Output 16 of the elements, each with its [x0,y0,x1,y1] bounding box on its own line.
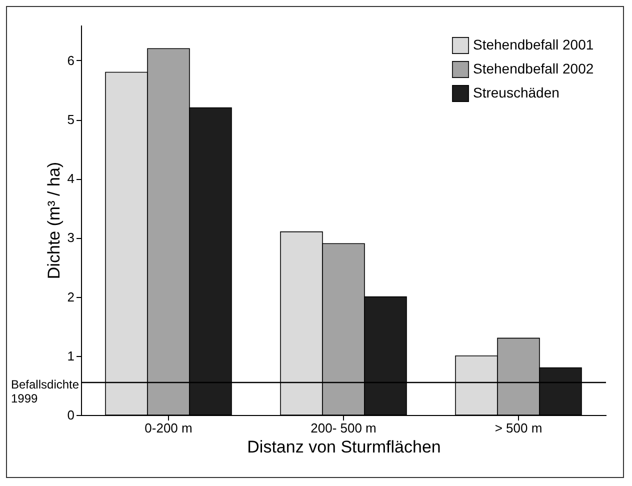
x-tick-label: 200- 500 m [310,420,376,436]
ref-line-label: Befallsdichte 1999 [11,378,80,406]
x-axis-title: Distanz von Sturmflächen [247,438,441,456]
y-tick-label: 4 [67,171,74,186]
x-tick-label: > 500 m [494,420,542,436]
legend-label: Stehendbefall 2001 [473,36,594,52]
x-tick-label: 0-200 m [144,420,192,436]
legend-label: Stehendbefall 2002 [473,60,594,76]
legend-label: Streuschäden [473,84,560,100]
y-tick-label: 6 [67,52,74,68]
y-tick-label: 2 [67,289,74,304]
y-tick-label: 5 [67,112,74,128]
y-tick-label: 0 [67,408,74,422]
y-axis-title: Dichte (m³ / ha) [44,162,64,280]
y-tick-label: 1 [67,348,74,364]
y-tick-label: 3 [67,230,74,246]
